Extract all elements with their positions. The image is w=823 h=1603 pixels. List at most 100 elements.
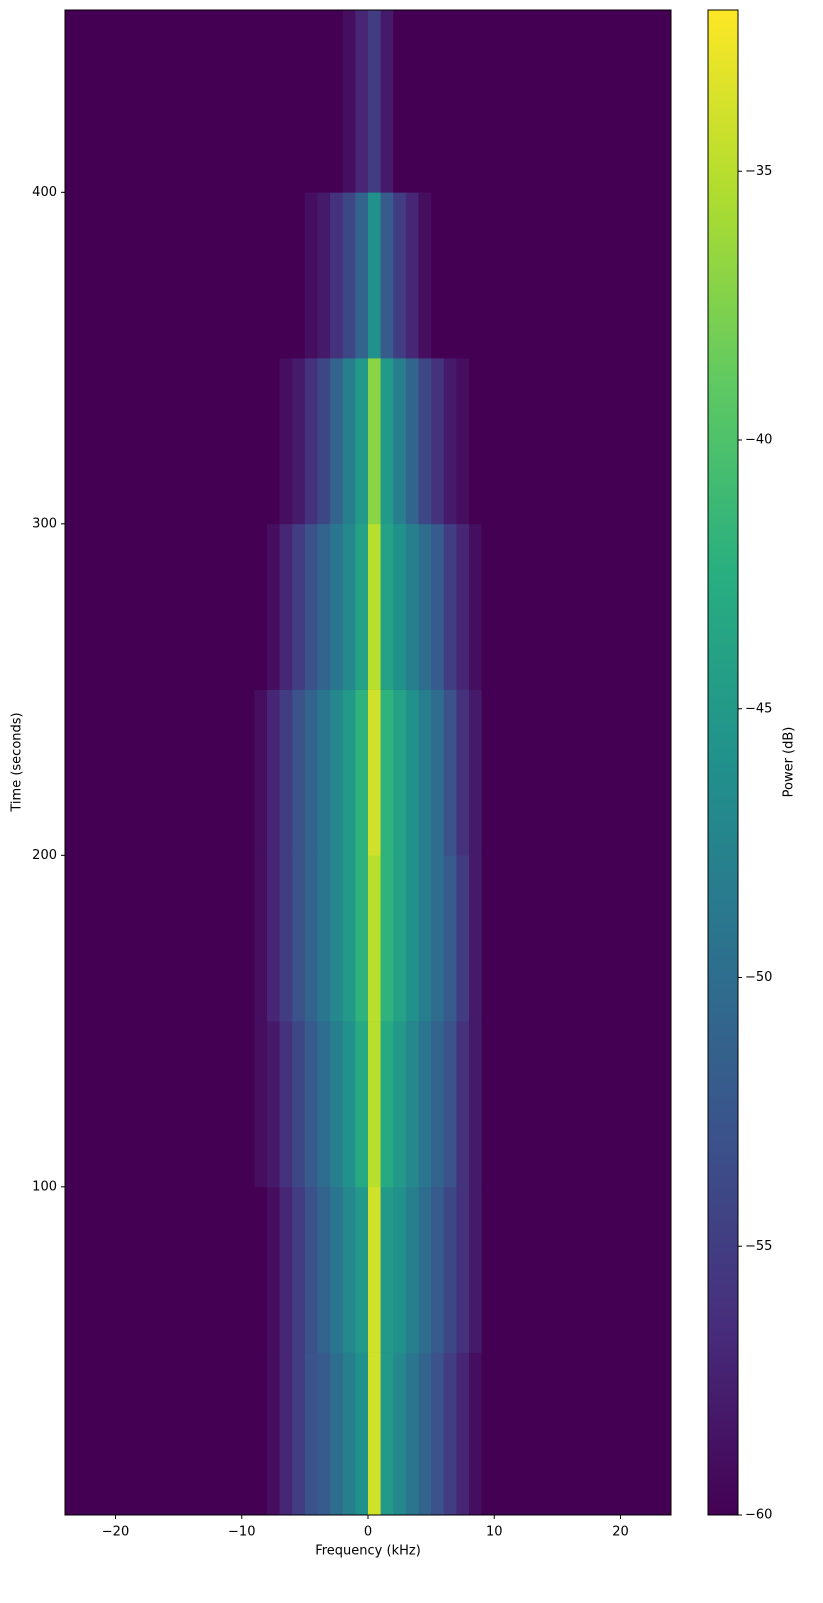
cell (279, 358, 293, 525)
cell (368, 1352, 381, 1516)
cell (431, 523, 445, 690)
x-tick-label: 0 (364, 1525, 372, 1540)
colorbar-tick-label: −50 (745, 970, 772, 985)
cell (368, 192, 381, 359)
cell (418, 855, 432, 1022)
cell (342, 855, 356, 1022)
cell (241, 855, 255, 1022)
cell (456, 523, 470, 690)
cell (405, 855, 419, 1022)
colorbar-tick-label: −55 (745, 1239, 772, 1254)
colorbar-label: Power (dB) (782, 727, 797, 798)
x-tick-label: 20 (612, 1525, 629, 1540)
y-tick-label: 200 (32, 848, 57, 863)
cell (481, 855, 495, 1022)
cell (456, 10, 470, 193)
cell (267, 1352, 280, 1516)
cell (431, 1021, 445, 1188)
cell (279, 192, 293, 359)
cell (368, 358, 381, 525)
cell (405, 523, 419, 690)
cell (279, 689, 293, 856)
cell (304, 10, 318, 193)
cell (355, 855, 369, 1022)
y-tick-label: 400 (32, 185, 57, 200)
cell (368, 1021, 381, 1188)
cell (380, 1186, 394, 1353)
cell (292, 1352, 306, 1516)
cell (380, 358, 394, 525)
cell (393, 855, 407, 1022)
cell (380, 10, 394, 193)
cell (292, 1186, 306, 1353)
cell (241, 1352, 255, 1516)
cell (469, 523, 482, 690)
cell (368, 1186, 381, 1353)
cell (355, 192, 369, 359)
cell (469, 10, 482, 193)
cell (481, 1186, 495, 1353)
cell (241, 1021, 255, 1188)
cell (355, 10, 369, 193)
cell (304, 1352, 318, 1516)
cell (380, 689, 394, 856)
x-tick-label: 10 (486, 1525, 503, 1540)
cell (418, 689, 432, 856)
colorbar (707, 9, 739, 1516)
cell (481, 192, 495, 359)
cell (380, 523, 394, 690)
cell (368, 523, 381, 690)
cell (443, 1186, 457, 1353)
cell (241, 523, 255, 690)
cell (418, 1021, 432, 1188)
cell (405, 10, 419, 193)
cell (267, 1186, 280, 1353)
cell (317, 855, 331, 1022)
cell (254, 1352, 268, 1516)
cell (456, 358, 470, 525)
x-axis-label: Frequency (kHz) (315, 1544, 421, 1559)
cell (342, 10, 356, 193)
cell (481, 358, 495, 525)
cell (393, 523, 407, 690)
cell (469, 1352, 482, 1516)
cell (292, 523, 306, 690)
colorbar-tick-label: −60 (745, 1508, 772, 1523)
cell (330, 1352, 344, 1516)
cell (292, 10, 306, 193)
cell (317, 1352, 331, 1516)
cell (431, 689, 445, 856)
cell (330, 523, 344, 690)
colorbar-tick-label: −40 (745, 433, 772, 448)
cell (368, 855, 381, 1022)
cell (342, 1352, 356, 1516)
cell (368, 10, 381, 193)
cell (292, 192, 306, 359)
cell (241, 358, 255, 525)
cell (431, 358, 445, 525)
cell (380, 1352, 394, 1516)
cell (469, 689, 482, 856)
x-tick-label: −20 (102, 1525, 129, 1540)
cell (342, 358, 356, 525)
cell (469, 855, 482, 1022)
cell (481, 523, 495, 690)
cell (405, 1352, 419, 1516)
cell (330, 689, 344, 856)
cell (481, 10, 495, 193)
cell (393, 358, 407, 525)
cell (431, 1186, 445, 1353)
cell (292, 855, 306, 1022)
cell (405, 192, 419, 359)
cell (431, 1352, 445, 1516)
cell (393, 10, 407, 193)
cell (330, 855, 344, 1022)
cell (469, 192, 482, 359)
cell (393, 192, 407, 359)
cell (469, 1021, 482, 1188)
cell (443, 523, 457, 690)
cell (355, 1186, 369, 1353)
cell (279, 1352, 293, 1516)
cell (304, 855, 318, 1022)
